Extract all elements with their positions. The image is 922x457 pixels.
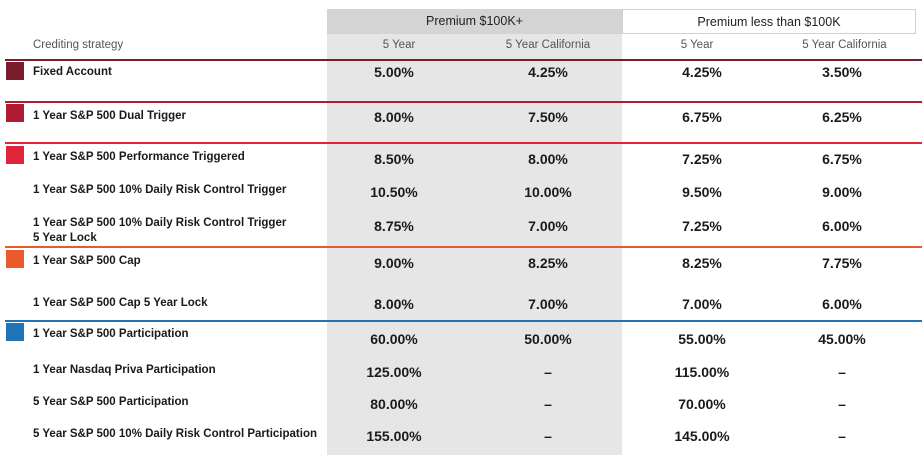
swatch-dual-trigger — [6, 104, 24, 122]
subheader-5-year-lt100k: 5 Year — [680, 39, 714, 51]
swatch-fixed — [6, 62, 24, 80]
group-rule-performance — [5, 142, 922, 144]
cell-value: 8.00% — [374, 109, 414, 125]
group-rule-fixed — [5, 59, 922, 61]
cell-value: 8.25% — [528, 255, 568, 271]
cell-value: 8.25% — [682, 255, 722, 271]
cell-value: 60.00% — [370, 331, 418, 347]
row-label: 1 Year S&P 500 10% Daily Risk Control Tr… — [33, 184, 287, 196]
cell-value: 145.00% — [674, 428, 730, 444]
cell-value: – — [838, 396, 846, 412]
cell-value: 6.75% — [682, 109, 722, 125]
row-label: 1 Year Nasdaq Priva Participation — [33, 364, 216, 376]
cell-value: 9.00% — [374, 255, 414, 271]
row-label: 1 Year S&P 500 Cap — [33, 255, 141, 267]
cell-value: 4.25% — [682, 64, 722, 80]
premium-100k-column-shade — [327, 9, 622, 455]
swatch-participation — [6, 323, 24, 341]
group-rule-dual-trigger — [5, 101, 922, 103]
cell-value: 7.25% — [682, 151, 722, 167]
cell-value: – — [544, 396, 552, 412]
subheader-5-year-ca-100k: 5 Year California — [505, 39, 591, 51]
row-label: 1 Year S&P 500 10% Daily Risk Control Tr… — [33, 217, 287, 244]
subheader-5-year-ca-lt100k: 5 Year California — [802, 39, 887, 51]
group-rule-cap — [5, 246, 922, 248]
cell-value: 8.00% — [374, 296, 414, 312]
cell-value: 7.00% — [528, 296, 568, 312]
cell-value: – — [544, 364, 552, 380]
cell-value: 55.00% — [678, 331, 726, 347]
cell-value: 6.75% — [822, 151, 862, 167]
cell-value: 5.00% — [374, 64, 414, 80]
cell-value: 125.00% — [366, 364, 422, 380]
cell-value: 80.00% — [370, 396, 418, 412]
cell-value: 50.00% — [524, 331, 572, 347]
cell-value: 9.00% — [822, 184, 862, 200]
cell-value: 6.00% — [822, 296, 862, 312]
row-label: 1 Year S&P 500 Cap 5 Year Lock — [33, 297, 208, 309]
swatch-cap — [6, 250, 24, 268]
cell-value: 8.00% — [528, 151, 568, 167]
cell-value: 7.25% — [682, 218, 722, 234]
cell-value: 8.75% — [374, 218, 414, 234]
cell-value: 7.00% — [682, 296, 722, 312]
row-label: 5 Year S&P 500 Participation — [33, 396, 189, 408]
row-label: 1 Year S&P 500 Participation — [33, 328, 189, 340]
cell-value: 6.25% — [822, 109, 862, 125]
header-premium-100k-plus: Premium $100K+ — [327, 9, 622, 34]
cell-value: 3.50% — [822, 64, 862, 80]
row-label: Fixed Account — [33, 66, 112, 78]
cell-value: 7.00% — [528, 218, 568, 234]
cell-value: – — [544, 428, 552, 444]
cell-value: 7.75% — [822, 255, 862, 271]
cell-value: 6.00% — [822, 218, 862, 234]
cell-value: 8.50% — [374, 151, 414, 167]
row-label: 5 Year S&P 500 10% Daily Risk Control Pa… — [33, 428, 318, 440]
cell-value: 10.00% — [524, 184, 572, 200]
cell-value: – — [838, 364, 846, 380]
cell-value: 70.00% — [678, 396, 726, 412]
cell-value: 4.25% — [528, 64, 568, 80]
cell-value: 155.00% — [366, 428, 422, 444]
subheader-5-year-100k: 5 Year — [382, 39, 416, 51]
row-label: 1 Year S&P 500 Performance Triggered — [33, 151, 245, 163]
cell-value: 115.00% — [674, 364, 730, 380]
cell-value: 10.50% — [370, 184, 418, 200]
row-label: 1 Year S&P 500 Dual Trigger — [33, 110, 186, 122]
header-premium-less-100k: Premium less than $100K — [622, 9, 916, 34]
cell-value: 7.50% — [528, 109, 568, 125]
swatch-performance — [6, 146, 24, 164]
cell-value: 9.50% — [682, 184, 722, 200]
cell-value: 45.00% — [818, 331, 866, 347]
header-crediting-strategy: Crediting strategy — [33, 39, 124, 51]
cell-value: – — [838, 428, 846, 444]
group-rule-participation — [5, 320, 922, 322]
